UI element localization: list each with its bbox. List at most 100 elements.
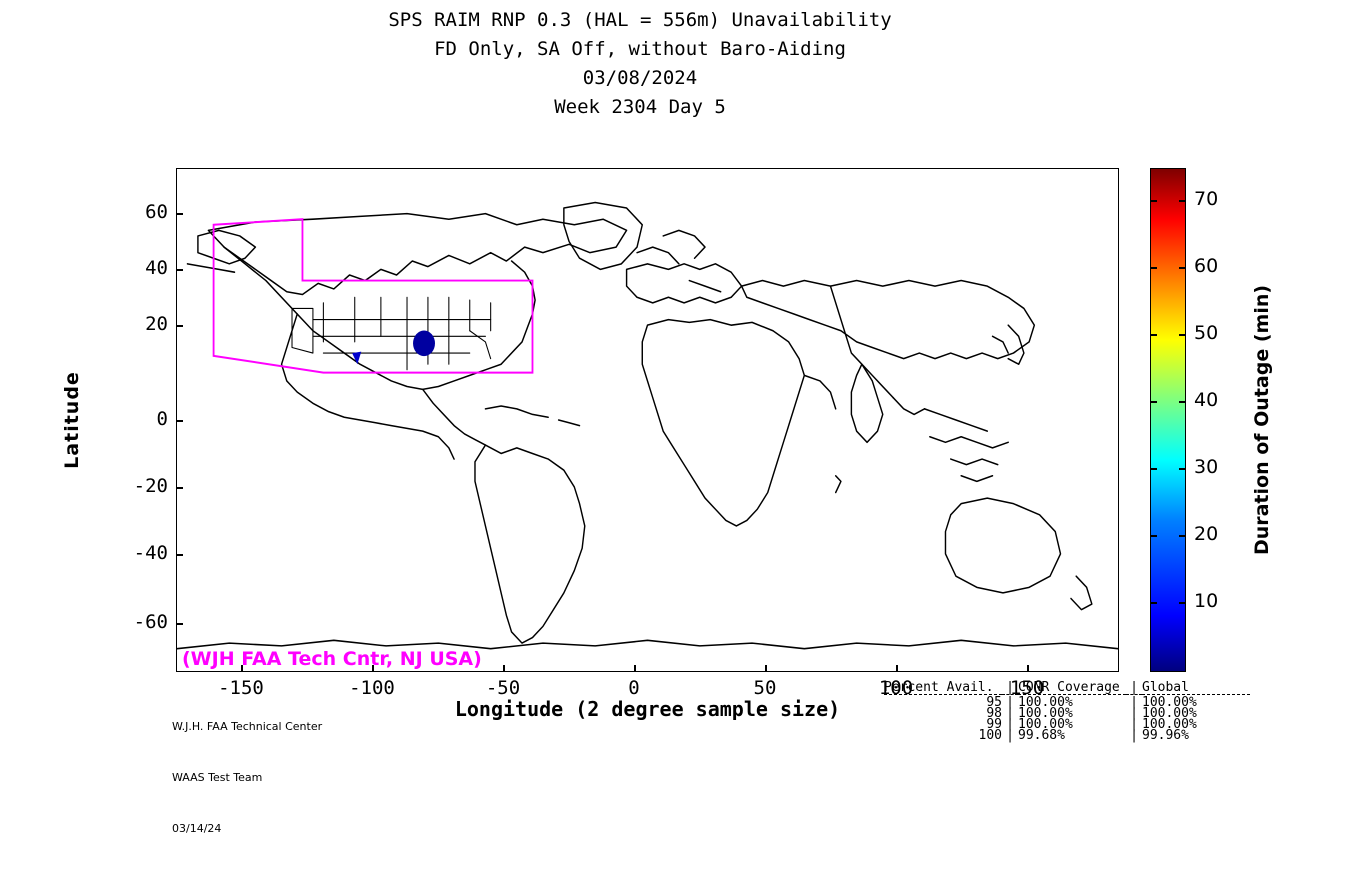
- y-tick-label: -40: [133, 542, 168, 564]
- colorbar-tick-mark: [1150, 468, 1157, 470]
- figure-title: SPS RAIM RNP 0.3 (HAL = 556m) Unavailabi…: [0, 6, 1280, 122]
- colorbar-tick-mark: [1150, 200, 1157, 202]
- y-axis-title: Latitude: [61, 371, 83, 469]
- header-divider: |: [1006, 680, 1014, 695]
- y-tick-mark: [176, 325, 183, 327]
- colorbar-title: Duration of Outage (min): [1251, 284, 1273, 556]
- y-tick-label: -20: [133, 475, 168, 497]
- x-tick-label: -150: [218, 677, 264, 699]
- row-divider: |: [1006, 717, 1014, 732]
- colorbar-tick-mark: [1179, 602, 1186, 604]
- y-tick-mark: [176, 487, 183, 489]
- credits-block: W.J.H. FAA Technical Center WAAS Test Te…: [172, 684, 322, 871]
- stats-table: Percent Avail. | CONR Coverage | Global …: [884, 680, 1250, 743]
- title-line-3-date: 03/08/2024: [582, 67, 698, 89]
- y-tick-mark: [176, 623, 183, 625]
- raim-availability-figure: SPS RAIM RNP 0.3 (HAL = 556m) Unavailabi…: [0, 6, 1280, 835]
- title-line-2: FD Only, SA Off, without Baro-Aiding: [434, 38, 846, 60]
- cell-conr: 100.00%: [1018, 706, 1073, 721]
- colorbar-tick-mark: [1179, 200, 1186, 202]
- cell-percent: 95: [986, 695, 1002, 710]
- table-separator: [884, 694, 1250, 697]
- watermark-text: (WJH FAA Tech Cntr, NJ USA): [182, 648, 482, 670]
- x-tick-label: 100: [878, 677, 914, 699]
- table-row: 99 | 100.00% | 100.00%: [884, 717, 1250, 732]
- row-divider: |: [1006, 695, 1014, 710]
- cell-conr: 99.68%: [1018, 728, 1065, 743]
- header-percent-avail: Percent Avail.: [884, 680, 994, 695]
- outage-region-gulf-coast: [413, 330, 435, 357]
- row-divider: |: [1006, 728, 1014, 743]
- x-tick-mark: [896, 665, 898, 672]
- colorbar-tick-mark: [1179, 468, 1186, 470]
- world-map-svg: [177, 201, 1118, 650]
- header-global: Global: [1142, 680, 1189, 695]
- cell-percent: 100: [978, 728, 1002, 743]
- table-row: 98 | 100.00% | 100.00%: [884, 706, 1250, 721]
- row-divider: |: [1130, 706, 1138, 721]
- x-tick-mark: [634, 665, 636, 672]
- colorbar-tick-mark: [1150, 401, 1157, 403]
- row-divider: |: [1130, 717, 1138, 732]
- credits-date: 03/14/24: [172, 822, 222, 835]
- colorbar-tick-label: 60: [1194, 255, 1219, 277]
- cell-percent: 99: [986, 717, 1002, 732]
- y-tick-mark: [176, 420, 183, 422]
- colorbar-tick-mark: [1150, 602, 1157, 604]
- row-divider: |: [1006, 706, 1014, 721]
- y-tick-mark: [176, 554, 183, 556]
- table-row: 100 | 99.68% | 99.96%: [884, 728, 1250, 743]
- cell-conr: 100.00%: [1018, 695, 1073, 710]
- colorbar-tick-label: 50: [1194, 322, 1219, 344]
- x-tick-label: 50: [753, 677, 777, 699]
- y-tick-label: 40: [145, 257, 168, 279]
- cell-global: 100.00%: [1142, 706, 1197, 721]
- state-borders: [291, 296, 492, 371]
- cell-percent: 98: [986, 706, 1002, 721]
- table-row: 95 | 100.00% | 100.00%: [884, 695, 1250, 710]
- cell-global: 100.00%: [1142, 695, 1197, 710]
- y-tick-label: 20: [145, 313, 168, 335]
- y-tick-label: -60: [133, 611, 168, 633]
- colorbar-tick-label: 20: [1194, 523, 1219, 545]
- y-tick-label: 0: [156, 408, 168, 430]
- cell-global: 99.96%: [1142, 728, 1189, 743]
- coastlines-group: [177, 201, 1118, 650]
- x-tick-mark: [1027, 665, 1029, 672]
- availability-stats-table: Percent Avail. | CONR Coverage | Global …: [884, 680, 1250, 743]
- x-tick-label: -100: [349, 677, 395, 699]
- x-tick-mark: [503, 665, 505, 672]
- x-tick-label: 150: [1009, 677, 1045, 699]
- x-tick-mark: [372, 665, 374, 672]
- y-tick-mark: [176, 213, 183, 215]
- credits-team: WAAS Test Team: [172, 771, 263, 784]
- cell-conr: 100.00%: [1018, 717, 1073, 732]
- colorbar-tick-mark: [1150, 334, 1157, 336]
- colorbar-tick-mark: [1179, 334, 1186, 336]
- colorbar-gradient: [1150, 168, 1186, 672]
- x-tick-label: 0: [628, 677, 640, 699]
- x-axis-title: Longitude (2 degree sample size): [454, 697, 841, 721]
- x-tick-label: -50: [485, 677, 521, 699]
- header-conr-coverage: CONR Coverage: [1018, 680, 1120, 695]
- colorbar-tick-label: 10: [1194, 590, 1219, 612]
- colorbar-tick-mark: [1150, 267, 1157, 269]
- y-tick-label: 60: [145, 201, 168, 223]
- colorbar-tick-mark: [1179, 267, 1186, 269]
- header-divider: |: [1130, 680, 1138, 695]
- conr-coverage-polygon: [212, 218, 534, 374]
- y-tick-mark: [176, 269, 183, 271]
- row-divider: |: [1130, 728, 1138, 743]
- x-tick-mark: [241, 665, 243, 672]
- table-header-row: Percent Avail. | CONR Coverage | Global: [884, 680, 1250, 695]
- colorbar-tick-mark: [1150, 535, 1157, 537]
- colorbar-tick-mark: [1179, 401, 1186, 403]
- cell-global: 100.00%: [1142, 717, 1197, 732]
- title-line-1: SPS RAIM RNP 0.3 (HAL = 556m) Unavailabi…: [388, 9, 892, 31]
- outage-regions: [352, 330, 435, 365]
- title-line-4-week-day: Week 2304 Day 5: [554, 96, 726, 118]
- outage-region-baja: [352, 351, 362, 365]
- colorbar-tick-label: 40: [1194, 389, 1219, 411]
- colorbar-tick-label: 30: [1194, 456, 1219, 478]
- colorbar-tick-mark: [1179, 535, 1186, 537]
